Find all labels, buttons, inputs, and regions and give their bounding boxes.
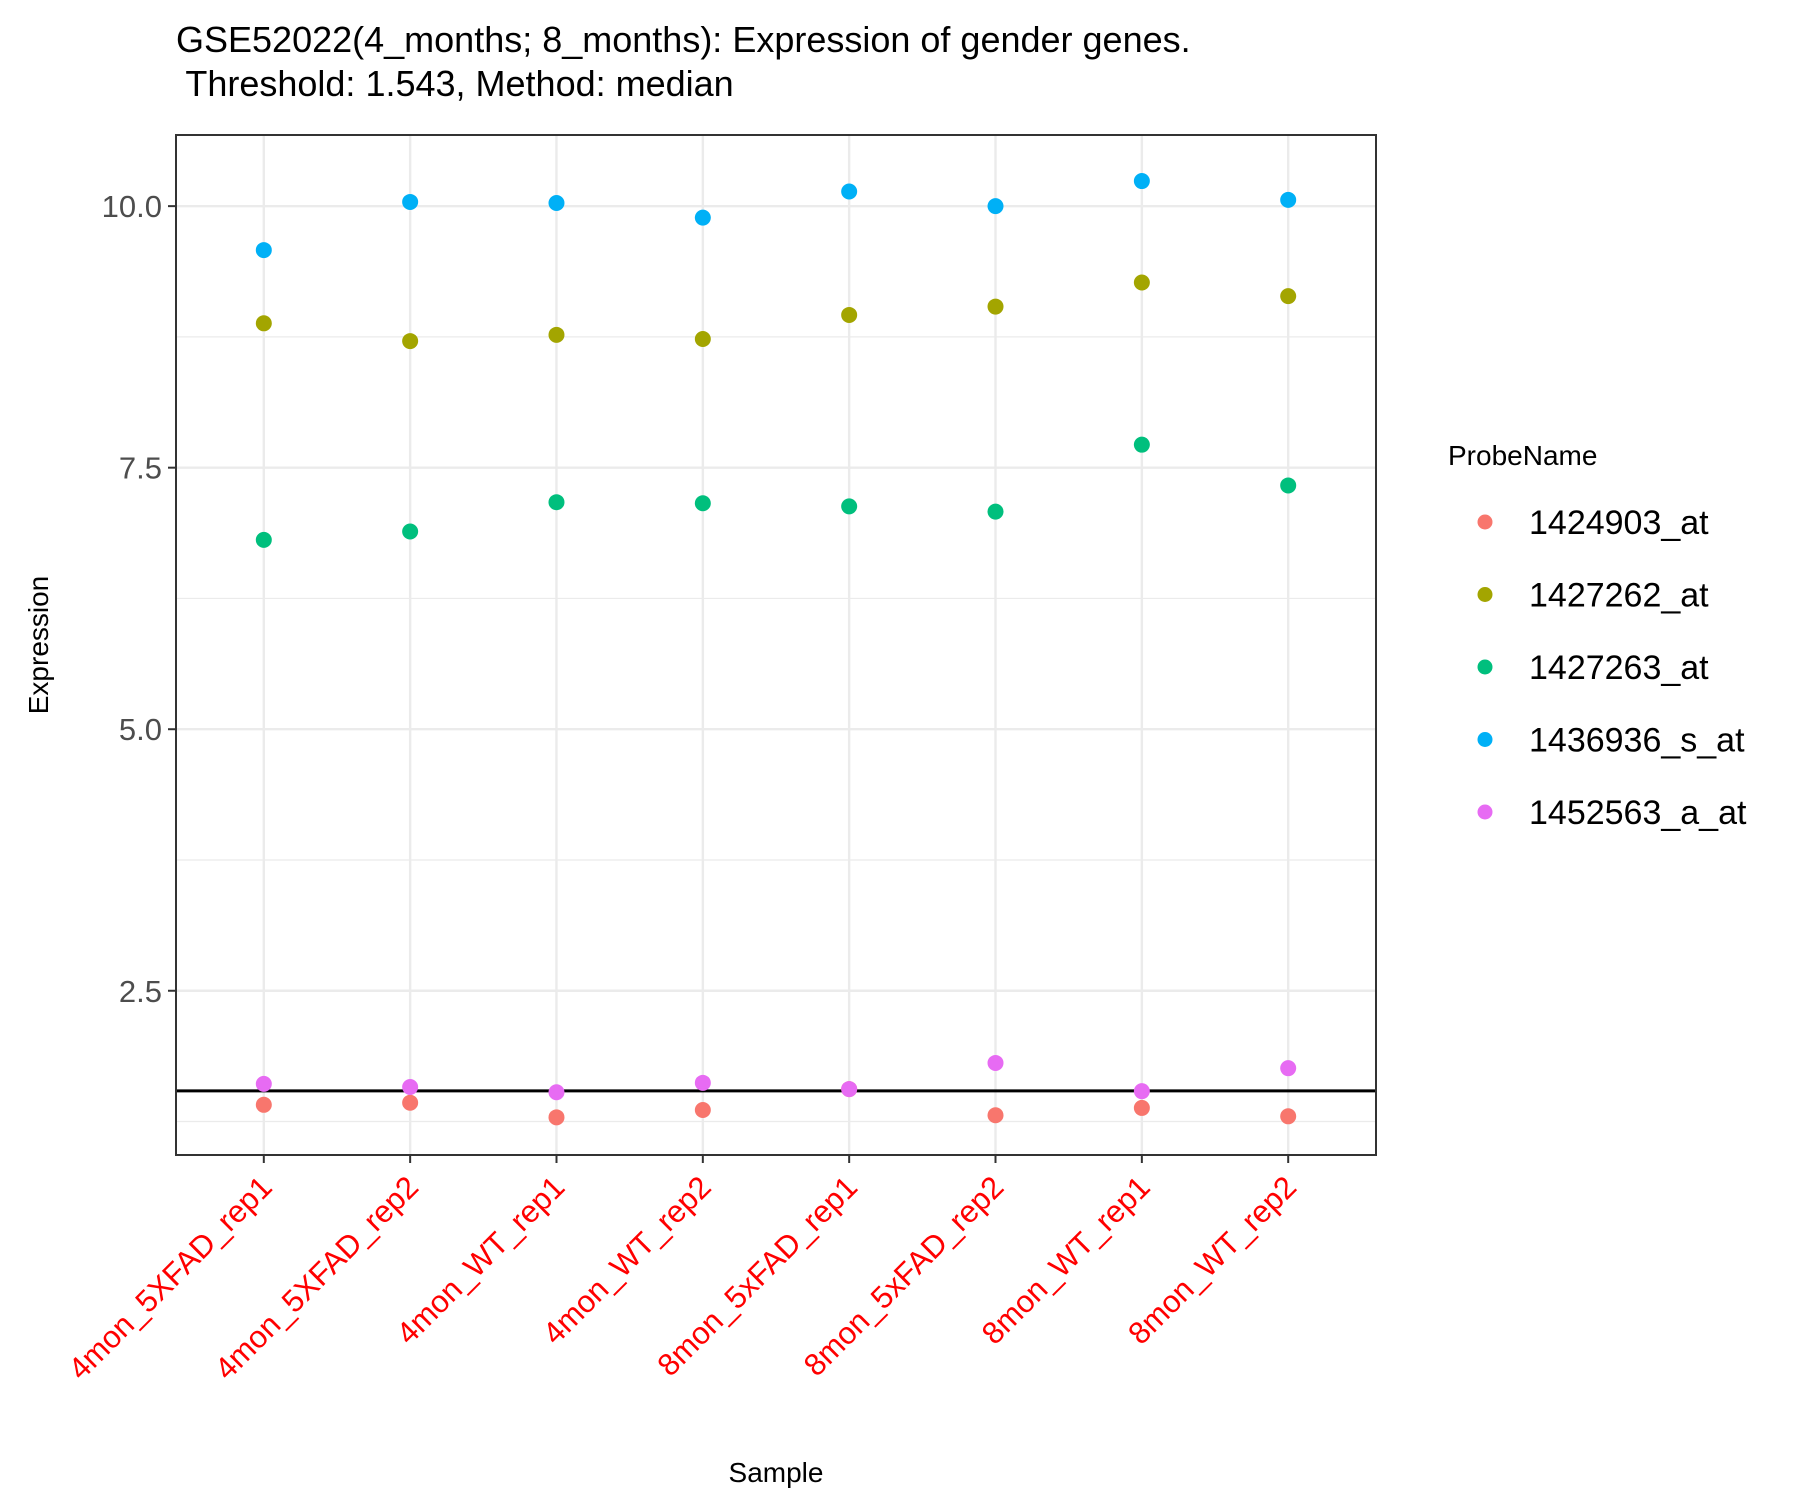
data-point [1133, 173, 1150, 190]
legend-label: 1427263_at [1529, 649, 1709, 687]
data-point [255, 1096, 272, 1113]
legend-title: ProbeName [1448, 440, 1597, 471]
major-gridlines [176, 135, 1376, 1155]
data-point [255, 531, 272, 548]
data-point [1133, 274, 1150, 291]
y-tick-label: 5.0 [119, 712, 162, 747]
legend-key [1477, 587, 1493, 602]
x-axis-title: Sample [729, 1457, 824, 1488]
legend-key [1477, 804, 1493, 820]
data-point [548, 494, 565, 511]
data-point [1280, 191, 1297, 208]
y-tick-label: 2.5 [119, 974, 162, 1009]
legend-key [1477, 514, 1493, 530]
legend-label: 1424903_at [1529, 504, 1709, 542]
data-point [548, 326, 565, 343]
data-point [987, 1054, 1004, 1071]
data-point [402, 333, 419, 350]
data-point [548, 1084, 565, 1101]
legend-label: 1436936_s_at [1529, 722, 1745, 760]
data-point [548, 1109, 565, 1126]
legend-label: 1452563_a_at [1529, 794, 1747, 832]
data-point [694, 331, 711, 347]
data-point [1280, 288, 1297, 305]
data-point [694, 495, 711, 512]
data-point [1280, 477, 1297, 494]
data-point [255, 315, 272, 332]
legend-label: 1427262_at [1529, 577, 1709, 615]
data-point [987, 298, 1004, 315]
data-points [255, 173, 1297, 1126]
data-point [841, 498, 858, 515]
data-point [402, 1079, 419, 1095]
data-point [1133, 436, 1150, 453]
data-point [1280, 1060, 1297, 1077]
data-point [402, 193, 419, 210]
chart-subtitle: Threshold: 1.543, Method: median [176, 63, 734, 104]
data-point [1133, 1083, 1150, 1100]
data-point [255, 1075, 272, 1092]
plot-panel [176, 135, 1376, 1155]
data-point [694, 209, 711, 226]
data-point [987, 1107, 1004, 1124]
data-point [841, 1081, 858, 1098]
legend-key [1477, 659, 1493, 675]
data-point [841, 183, 858, 200]
data-point [987, 198, 1004, 215]
data-point [1280, 1108, 1297, 1125]
x-axis: 4mon_5XFAD_rep14mon_5XFAD_rep24mon_WT_re… [61, 1155, 1303, 1386]
legend: ProbeName 1424903_at 1427262_at 1427263_at… [1448, 440, 1747, 832]
minor-gridlines [176, 336, 1376, 1123]
chart-title: GSE52022(4_months; 8_months): Expression… [176, 19, 1191, 60]
y-axis: 2.5 5.0 7.5 10.0 [102, 189, 176, 1009]
data-point [548, 195, 565, 211]
data-point [255, 242, 272, 259]
data-point [402, 1094, 419, 1111]
panel-border [175, 134, 1377, 1156]
data-point [841, 306, 858, 323]
data-point [694, 1074, 711, 1091]
y-tick-label: 10.0 [102, 189, 162, 224]
data-point [694, 1102, 711, 1119]
data-point [987, 503, 1004, 520]
data-point [1133, 1099, 1150, 1116]
data-point [402, 523, 419, 540]
y-axis-title: Expression [23, 576, 54, 715]
legend-key [1477, 732, 1493, 747]
y-tick-label: 7.5 [119, 451, 162, 486]
